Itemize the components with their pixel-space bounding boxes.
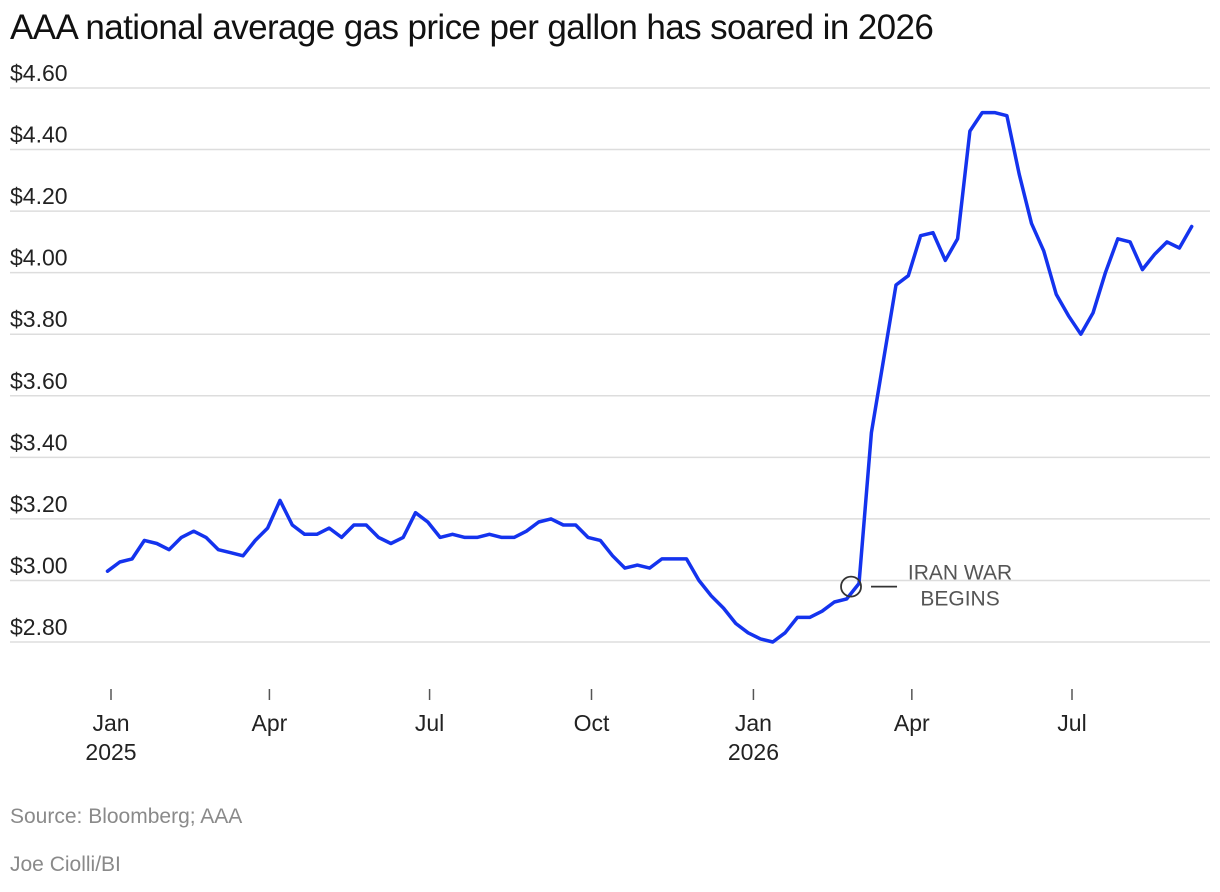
y-tick-label: $3.60 <box>10 368 68 394</box>
gridlines <box>10 87 1210 643</box>
x-tick-label: Jul <box>415 710 444 736</box>
y-tick-label: $4.00 <box>10 245 68 271</box>
author-credit: Joe Ciolli/BI <box>10 853 121 876</box>
x-tick-label: Apr <box>252 710 288 736</box>
x-tick-label: Jan <box>92 710 129 736</box>
y-tick-label: $2.80 <box>10 614 68 640</box>
y-tick-label: $3.00 <box>10 552 68 578</box>
x-tick-label: Apr <box>894 710 930 736</box>
y-tick-label: $3.40 <box>10 429 68 455</box>
x-tick-label: Jan <box>735 710 772 736</box>
x-axis: Jan 2025 Apr Jul Oct Jan 2026 Apr Jul <box>85 689 1087 765</box>
y-tick-label: $4.20 <box>10 183 68 209</box>
annotation-label-line2: BEGINS <box>920 588 999 611</box>
x-tick-label: Jul <box>1057 710 1086 736</box>
chart-title: AAA national average gas price per gallo… <box>10 8 934 47</box>
x-tick-year-label: 2025 <box>85 739 136 765</box>
y-tick-label: $4.60 <box>10 60 68 86</box>
y-tick-label: $3.80 <box>10 306 68 332</box>
annotation-label-line1: IRAN WAR <box>908 562 1012 585</box>
y-tick-label: $3.20 <box>10 491 68 517</box>
x-tick-year-label: 2026 <box>728 739 779 765</box>
annotation-layer: IRAN WAR BEGINS <box>840 562 1012 611</box>
line-chart: $2.80 $3.00 $3.20 $3.40 $3.60 $3.80 $4.00 $4.20… <box>10 60 1210 765</box>
y-tick-label: $4.40 <box>10 122 68 148</box>
x-tick-label: Oct <box>574 710 610 736</box>
series-layer <box>105 110 1194 644</box>
source-note: Source: Bloomberg; AAA <box>10 805 243 828</box>
series-line <box>105 110 1194 644</box>
y-axis: $2.80 $3.00 $3.20 $3.40 $3.60 $3.80 $4.00 $4.20… <box>10 60 68 640</box>
annotation-marker <box>840 575 862 598</box>
